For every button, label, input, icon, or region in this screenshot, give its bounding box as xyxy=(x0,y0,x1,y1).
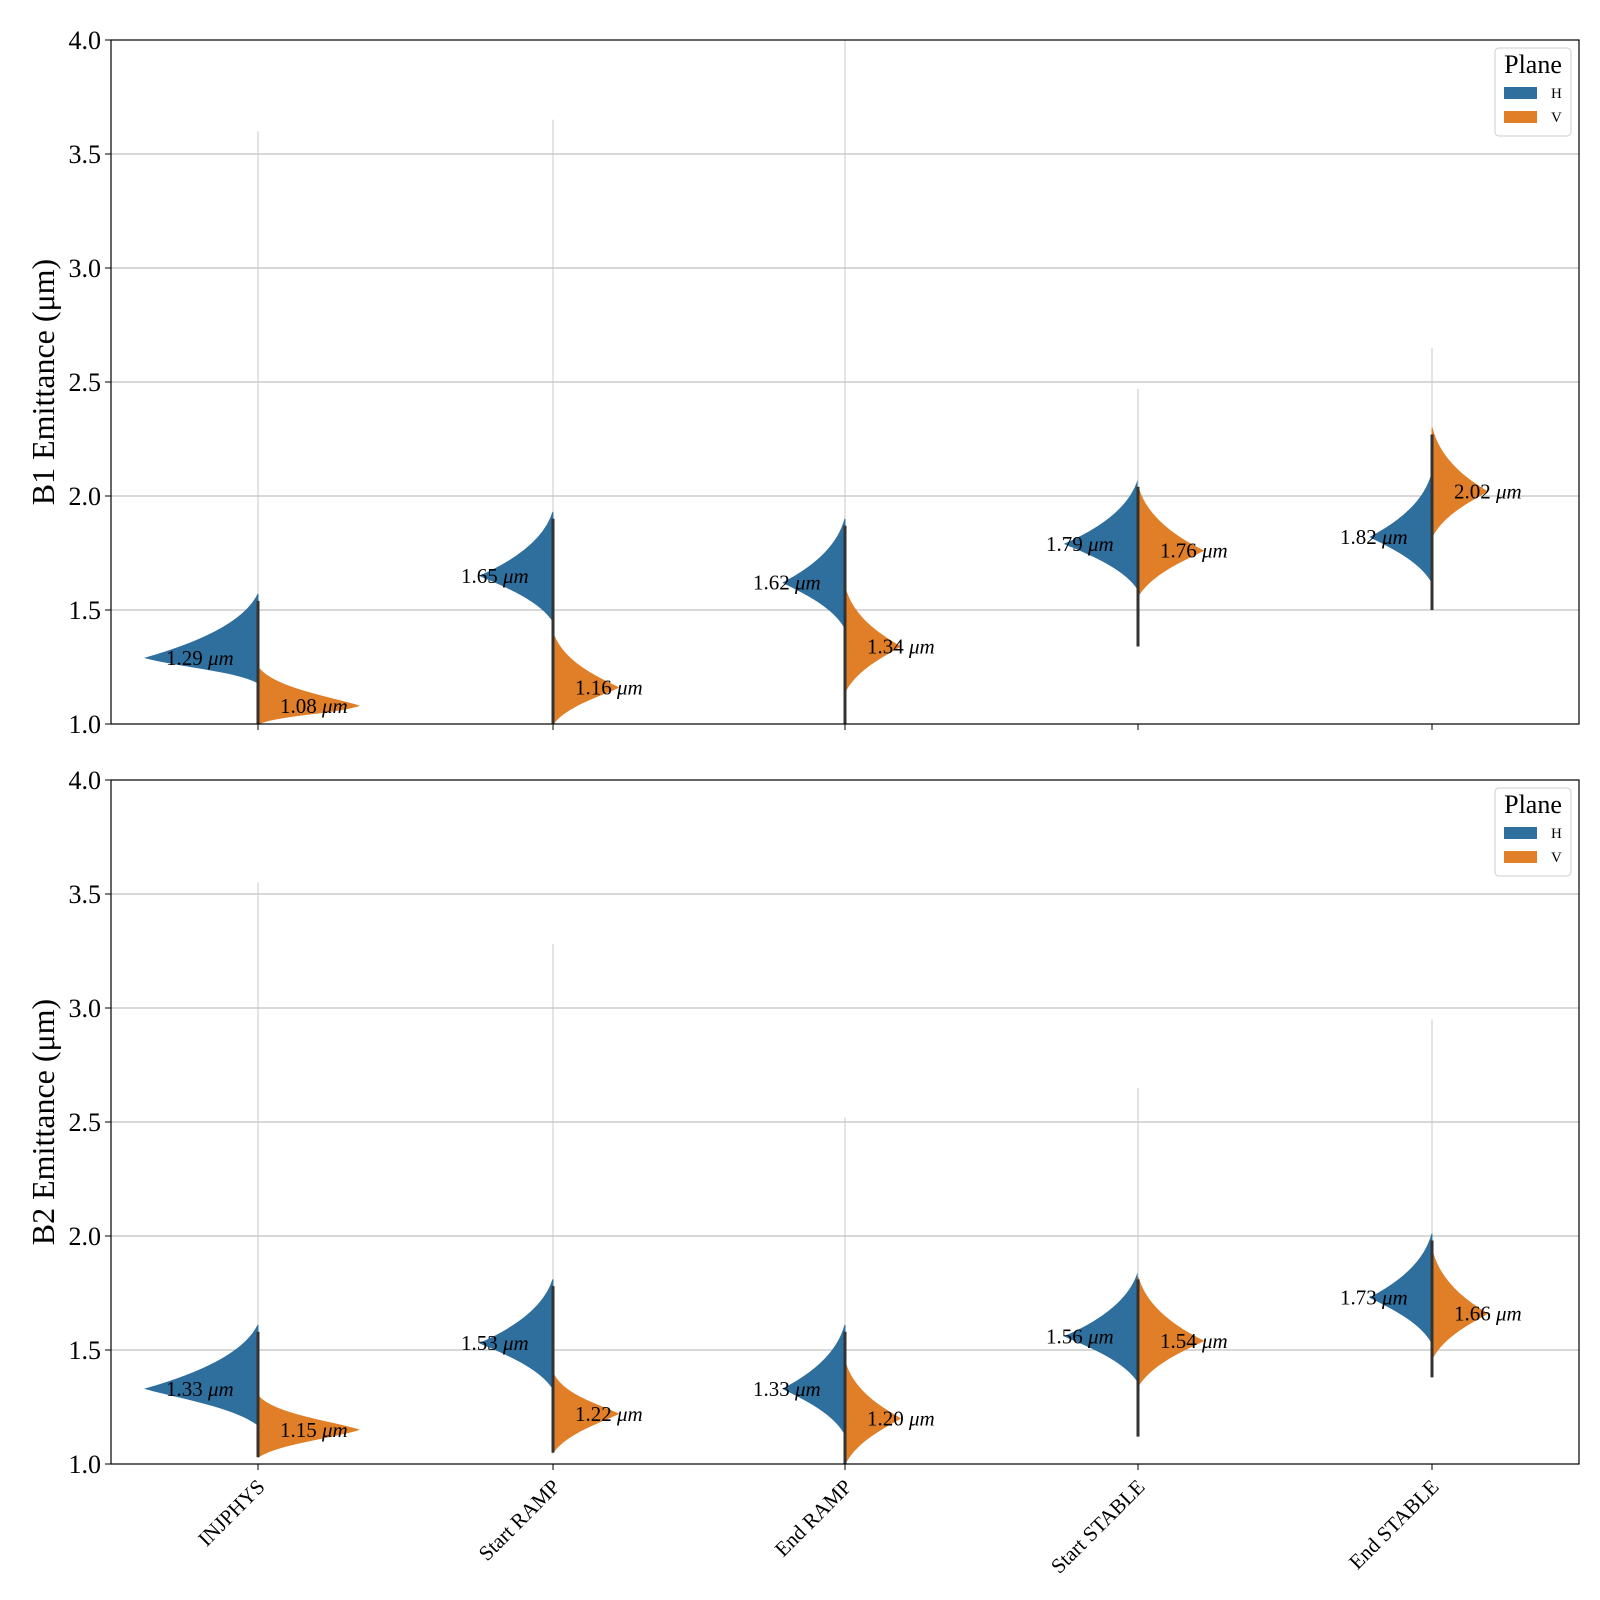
x-category-label: End RAMP xyxy=(770,1475,857,1562)
violin-h xyxy=(1369,1233,1433,1344)
y-tick-label: 4.0 xyxy=(69,766,102,795)
median-label-v: 1.16 μm xyxy=(575,676,643,700)
violin-h xyxy=(782,1324,846,1435)
median-label-h: 1.62 μm xyxy=(753,571,821,595)
y-tick-label: 3.0 xyxy=(69,994,102,1023)
median-label-v: 1.22 μm xyxy=(575,1402,643,1426)
violin-v xyxy=(552,632,620,726)
y-tick-label: 3.5 xyxy=(69,880,102,909)
violin-v xyxy=(1431,1249,1489,1360)
y-tick-label: 1.5 xyxy=(69,596,102,625)
violin-h xyxy=(478,1279,554,1391)
y-tick-label: 1.0 xyxy=(69,710,102,739)
median-label-h: 1.82 μm xyxy=(1340,525,1408,549)
legend-label-v: V xyxy=(1551,850,1562,866)
legend-swatch-v xyxy=(1504,851,1537,863)
violin-h xyxy=(1063,479,1139,592)
y-tick-label: 2.5 xyxy=(69,368,102,397)
x-category-label: Start RAMP xyxy=(474,1475,565,1566)
legend-title: Plane xyxy=(1504,50,1562,79)
legend-label-h: H xyxy=(1551,826,1562,842)
median-label-v: 1.15 μm xyxy=(280,1418,348,1442)
legend-title: Plane xyxy=(1504,790,1562,819)
violin-h xyxy=(144,1324,259,1427)
plot-frame xyxy=(110,779,1580,1465)
violin-v xyxy=(257,1394,360,1459)
legend-swatch-h xyxy=(1504,87,1537,99)
panel-2: 1.0 1.5 2.0 2.5 3.0 3.5 4.0 1.33 μm 1.15 μm 1.53 … xyxy=(25,766,1580,1579)
violin-v xyxy=(1137,486,1205,599)
y-tick-label: 2.5 xyxy=(69,1108,102,1137)
violin-h xyxy=(1063,1272,1139,1384)
x-category-label: Start STABLE xyxy=(1046,1475,1150,1579)
median-label-v: 1.76 μm xyxy=(1160,539,1228,563)
legend: Plane HV xyxy=(1494,787,1572,877)
legend-swatch-h xyxy=(1504,827,1537,839)
violin-h xyxy=(478,511,554,624)
y-tick-label: 3.5 xyxy=(69,140,102,169)
median-label-v: 1.34 μm xyxy=(867,634,935,658)
legend-label-v: V xyxy=(1551,110,1562,126)
median-label-v: 1.20 μm xyxy=(867,1406,935,1430)
median-label-h: 1.53 μm xyxy=(461,1331,529,1355)
violin-h xyxy=(144,593,259,684)
violin-v xyxy=(1137,1276,1205,1389)
median-label-v: 1.54 μm xyxy=(1160,1329,1228,1353)
median-label-h: 1.33 μm xyxy=(753,1377,821,1401)
legend: Plane HV xyxy=(1494,47,1572,137)
violin-v xyxy=(257,665,360,725)
violin-h xyxy=(782,518,846,629)
x-category-label: INJPHYS xyxy=(193,1475,269,1551)
median-label-h: 1.56 μm xyxy=(1046,1324,1114,1348)
violin-v xyxy=(844,1361,902,1465)
y-tick-label: 2.0 xyxy=(69,1222,102,1251)
median-label-h: 1.79 μm xyxy=(1046,532,1114,556)
median-label-v: 1.08 μm xyxy=(280,694,348,718)
legend-label-h: H xyxy=(1551,86,1562,102)
y-tick-label: 1.5 xyxy=(69,1336,102,1365)
y-tick-label: 1.0 xyxy=(69,1450,102,1479)
x-category-label: End STABLE xyxy=(1344,1475,1444,1575)
y-axis-title: B1 Emittance (μm) xyxy=(25,259,61,505)
median-label-h: 1.29 μm xyxy=(166,646,234,670)
median-label-v: 1.66 μm xyxy=(1454,1302,1522,1326)
y-tick-label: 2.0 xyxy=(69,482,102,511)
violin-v xyxy=(1431,427,1489,538)
y-tick-label: 4.0 xyxy=(69,26,102,55)
panel-1: 1.0 1.5 2.0 2.5 3.0 3.5 4.0 1.29 μm 1.08 μm 1.65 … xyxy=(25,26,1580,739)
violin-v xyxy=(552,1372,620,1455)
median-label-h: 1.65 μm xyxy=(461,564,529,588)
legend-swatch-v xyxy=(1504,111,1537,123)
violin-h xyxy=(1369,473,1433,583)
violin-v xyxy=(844,587,902,693)
y-tick-label: 3.0 xyxy=(69,254,102,283)
plot-frame xyxy=(110,39,1580,725)
median-label-h: 1.73 μm xyxy=(1340,1286,1408,1310)
median-label-v: 2.02 μm xyxy=(1454,479,1522,503)
median-label-h: 1.33 μm xyxy=(166,1377,234,1401)
y-axis-title: B2 Emittance (μm) xyxy=(25,999,61,1245)
